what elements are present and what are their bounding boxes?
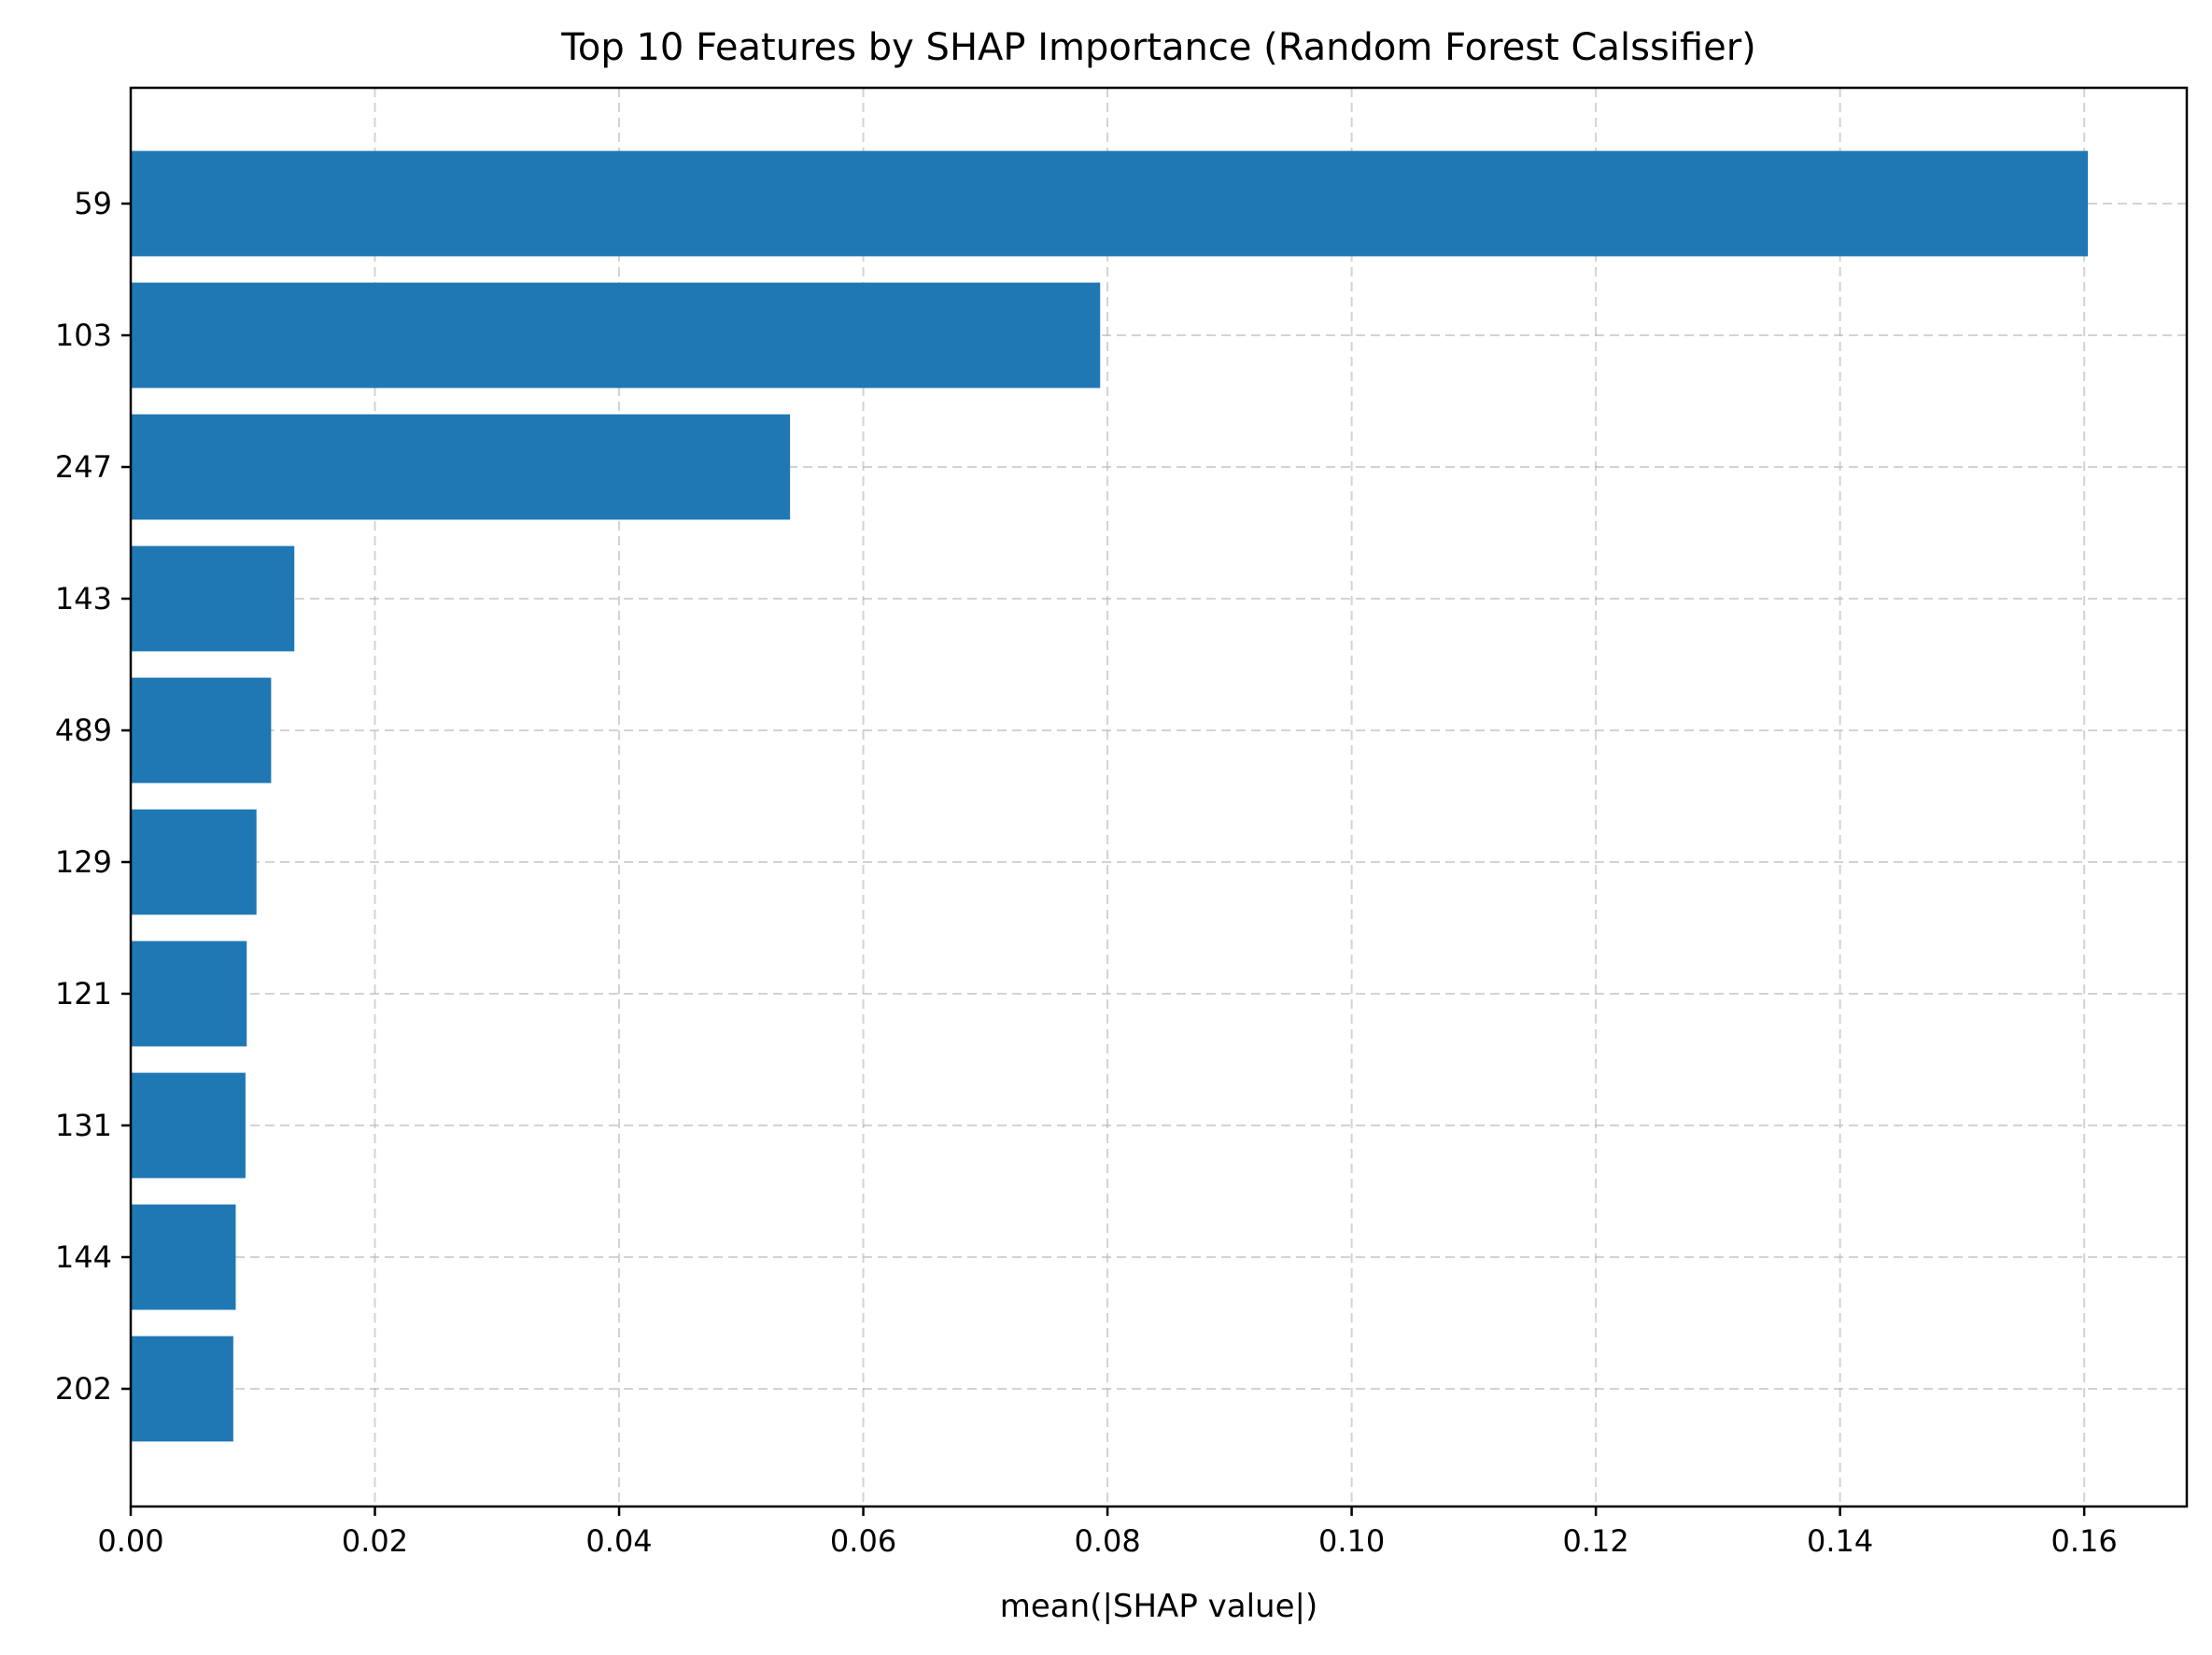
x-tick-label: 0.00 xyxy=(97,1523,163,1559)
x-tick-label: 0.02 xyxy=(342,1523,408,1559)
plot-frame xyxy=(129,86,2189,1508)
bar-feature-129 xyxy=(131,809,257,915)
y-tick-label: 489 xyxy=(55,713,112,748)
y-axis-ticks: 59 103 247 143 489 129 121 131 144 202 xyxy=(55,186,131,1407)
x-tick-label: 0.04 xyxy=(585,1523,652,1559)
grid-lines xyxy=(130,88,2187,1506)
bars xyxy=(131,150,2089,1442)
y-tick-label: 129 xyxy=(55,844,112,880)
bar-feature-131 xyxy=(131,1072,246,1179)
x-tick-label: 0.12 xyxy=(1562,1523,1628,1559)
y-tick-label: 103 xyxy=(55,318,112,353)
y-tick-label: 59 xyxy=(74,186,112,221)
bar-feature-247 xyxy=(131,414,791,520)
x-axis-ticks: 0.00 0.02 0.04 0.06 0.08 0.10 0.12 0.14 0.16 xyxy=(97,1506,2118,1559)
x-axis-label: mean(|SHAP value|) xyxy=(1000,1588,1317,1625)
bar-feature-144 xyxy=(131,1204,236,1310)
y-tick-label: 144 xyxy=(55,1239,112,1275)
bar-feature-143 xyxy=(131,545,295,652)
x-tick-label: 0.06 xyxy=(830,1523,896,1559)
bar-feature-202 xyxy=(131,1336,233,1442)
x-tick-label: 0.10 xyxy=(1318,1523,1385,1559)
bar-feature-103 xyxy=(131,282,1101,389)
bar-feature-121 xyxy=(131,941,247,1047)
y-tick-label: 247 xyxy=(55,449,112,485)
y-tick-label: 131 xyxy=(55,1108,112,1143)
y-tick-label: 143 xyxy=(55,581,112,616)
chart-title: Top 10 Features by SHAP Importance (Rand… xyxy=(560,26,1756,69)
y-tick-label: 121 xyxy=(55,976,112,1011)
x-tick-label: 0.14 xyxy=(1807,1523,1873,1559)
y-tick-label: 202 xyxy=(55,1371,112,1407)
x-tick-label: 0.16 xyxy=(2051,1523,2118,1559)
x-tick-label: 0.08 xyxy=(1074,1523,1140,1559)
bar-feature-59 xyxy=(131,150,2089,257)
bar-feature-489 xyxy=(131,677,272,784)
